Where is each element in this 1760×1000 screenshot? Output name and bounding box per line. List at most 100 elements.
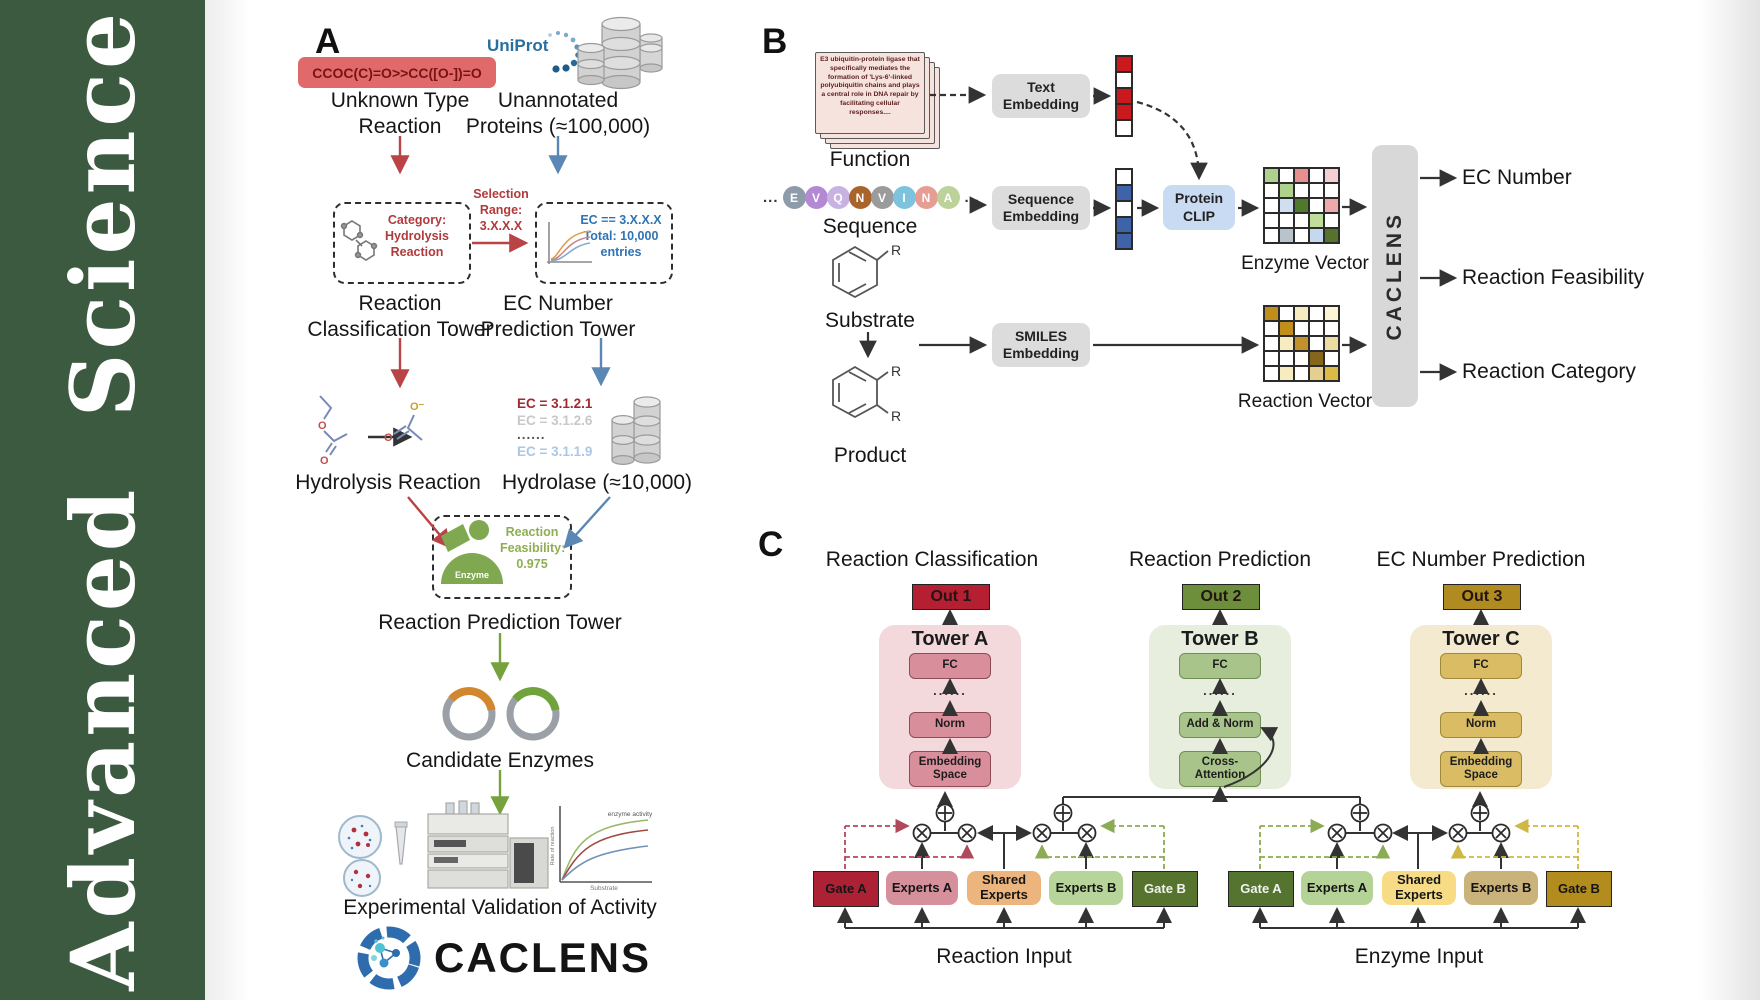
sequence-ellipsis-right: ...: [964, 189, 981, 206]
caclens-block-label: CACLENS: [1383, 211, 1406, 341]
multiply-plus-operators: [912, 803, 1511, 843]
matrix-cell: [1264, 168, 1279, 183]
reaction-prediction-tower-label: Reaction Prediction Tower: [378, 611, 622, 634]
candidate-enzymes-label: Candidate Enzymes: [406, 749, 594, 772]
matrix-cell: [1279, 183, 1294, 198]
protein-clip-box: Protein CLIP: [1163, 185, 1235, 230]
vector-cell: [1116, 217, 1132, 233]
tower-a-dots: ......: [933, 683, 967, 698]
tower-a-norm: Norm: [909, 712, 991, 738]
residue-circle: N: [848, 186, 872, 209]
substrate-molecule-icon: R: [832, 242, 901, 299]
vector-cell: [1116, 88, 1132, 104]
experimental-validation-label: Experimental Validation of Activity: [343, 896, 657, 919]
vector-cell: [1116, 120, 1132, 136]
matrix-cell: [1279, 228, 1294, 243]
out1-box: Out 1: [912, 584, 990, 610]
gate-feedback-lines: [844, 818, 1579, 869]
matrix-cell: [1279, 321, 1294, 336]
matrix-cell: [1264, 336, 1279, 351]
feasibility-dashed-box: [432, 515, 572, 599]
feasibility-line2: Feasibility:: [500, 541, 566, 555]
matrix-cell: [1294, 351, 1309, 366]
enzyme-input-label: Enzyme Input: [1354, 945, 1484, 968]
svg-text:O: O: [318, 420, 327, 432]
matrix-cell: [1264, 228, 1279, 243]
residue-circle: I: [892, 186, 916, 209]
tower-b: Tower B FC ...... Add & Norm Cross-Atten…: [1149, 625, 1291, 789]
matrix-cell: [1324, 306, 1339, 321]
ec-item-2: EC = 3.1.2.6: [517, 413, 593, 428]
selection-range-text: Selection Range: 3.X.X.X: [470, 186, 532, 234]
moe-reaction-experts-a: Experts A: [886, 871, 958, 905]
classification-dashed-box: [333, 202, 471, 284]
matrix-cell: [1279, 336, 1294, 351]
selection-line3: 3.X.X.X: [479, 219, 523, 233]
matrix-cell: [1324, 198, 1339, 213]
matrix-cell: [1264, 366, 1279, 381]
otimes-icon: [912, 823, 1511, 843]
residue-circle: V: [870, 186, 894, 209]
plasmid-icons: [442, 687, 560, 741]
feasibility-line3: 0.975: [516, 557, 548, 571]
matrix-cell: [1324, 213, 1339, 228]
moe-enzyme-experts-b: Experts B: [1464, 871, 1538, 905]
journal-sidebar: Advanced Science: [0, 0, 205, 1000]
classification-tower-label: Reaction Classification Tower: [307, 292, 493, 342]
matrix-cell: [1294, 306, 1309, 321]
product-label: Product: [833, 444, 907, 467]
matrix-cell: [1279, 198, 1294, 213]
ec-dashed-box: [535, 202, 673, 284]
selection-line1: Selection: [473, 187, 529, 201]
sequence-embedding-vector: [1115, 168, 1133, 250]
function-card-text: E3 ubiquitin-protein ligase that specifi…: [820, 56, 920, 116]
tower-a: Tower A FC ...... Norm Embedding Space: [879, 625, 1021, 789]
matrix-cell: [1309, 321, 1324, 336]
smiles-embedding-box: SMILES Embedding: [992, 323, 1090, 367]
enzyme-vector-matrix: [1263, 167, 1340, 244]
residue-circle: V: [804, 186, 828, 209]
matrix-cell: [1309, 213, 1324, 228]
matrix-cell: [1279, 213, 1294, 228]
ec-box-line1: EC == 3.X.X.X: [580, 213, 662, 227]
activity-ylabel: Rate of reaction: [550, 827, 556, 866]
tower-a-embedding-space: Embedding Space: [909, 751, 991, 787]
tower-b-cross-attention: Cross-Attention: [1179, 751, 1261, 787]
tower-b-title: Tower B: [1181, 628, 1259, 650]
smiles-reaction-box: CCOC(C)=O>>CC([O-])=O: [298, 57, 496, 88]
moe-enzyme-experts-a: Experts A: [1301, 871, 1373, 905]
matrix-cell: [1309, 306, 1324, 321]
matrix-cell: [1324, 366, 1339, 381]
function-card: E3 ubiquitin-protein ligase that specifi…: [815, 52, 925, 134]
hydrolase-database-icon: [611, 396, 661, 466]
matrix-cell: [1294, 183, 1309, 198]
matrix-cell: [1324, 168, 1339, 183]
feasibility-text: Reaction Feasibility: 0.975: [500, 524, 566, 572]
tower-c-embedding-space: Embedding Space: [1440, 751, 1522, 787]
moe-enzyme-gate-a: Gate A: [1228, 871, 1294, 907]
matrix-cell: [1309, 168, 1324, 183]
ec-item-3: EC = 3.1.1.9: [517, 444, 593, 459]
category-text: Category: Hydrolysis Reaction: [371, 212, 463, 260]
category-line1: Category:: [387, 213, 447, 227]
reaction-input-label: Reaction Input: [936, 945, 1072, 968]
substrate-r-label: R: [891, 242, 901, 258]
category-line2: Hydrolysis: [385, 229, 449, 243]
matrix-cell: [1264, 183, 1279, 198]
uniprot-database-icon: [577, 16, 663, 90]
matrix-cell: [1294, 321, 1309, 336]
sequence-ellipsis-left: ...: [763, 189, 779, 206]
tower-b-add-norm: Add & Norm: [1179, 712, 1261, 738]
ec-box-line2: Total: 10,000: [583, 229, 659, 243]
svg-text:O: O: [320, 455, 329, 467]
sequence-label: Sequence: [822, 215, 918, 238]
tower-c-fc: FC: [1440, 653, 1522, 679]
activity-plot-icon: enzyme activity Rate of reaction Substra…: [550, 806, 653, 892]
caclens-logo-icon: [357, 926, 421, 990]
matrix-cell: [1324, 321, 1339, 336]
selection-line2: Range:: [479, 203, 523, 217]
product-molecule-icon: R R: [832, 363, 901, 424]
output-reaction-category: Reaction Category: [1462, 360, 1636, 383]
vector-cell: [1116, 233, 1132, 249]
